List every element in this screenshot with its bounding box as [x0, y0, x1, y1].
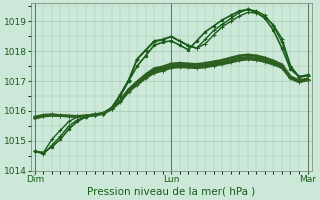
X-axis label: Pression niveau de la mer( hPa ): Pression niveau de la mer( hPa )	[87, 187, 255, 197]
